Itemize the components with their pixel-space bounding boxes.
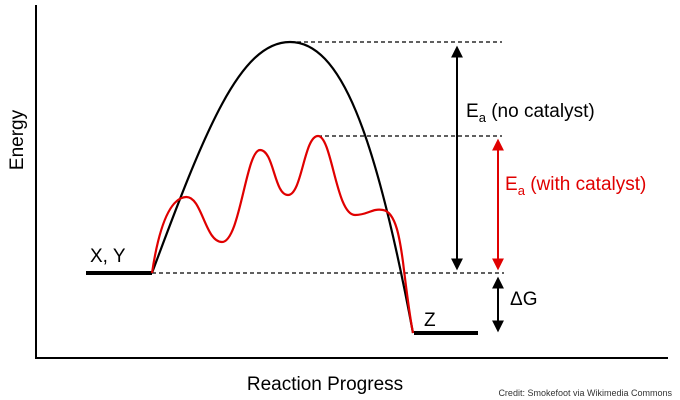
delta-g-label: ΔG xyxy=(510,289,537,310)
ea-with-catalyst-label: Ea (with catalyst) xyxy=(505,174,646,198)
ea-no-catalyst-label: Ea (no catalyst) xyxy=(466,101,595,125)
uncatalyzed-curve xyxy=(150,40,415,334)
credit-text: Credit: Smokefoot via Wikimedia Commons xyxy=(498,388,672,398)
y-axis-label: Energy xyxy=(7,109,28,170)
catalyzed-curve xyxy=(150,134,415,334)
reactants-label: X, Y xyxy=(90,246,126,267)
product-label: Z xyxy=(424,310,436,331)
x-axis-label: Reaction Progress xyxy=(247,374,403,395)
